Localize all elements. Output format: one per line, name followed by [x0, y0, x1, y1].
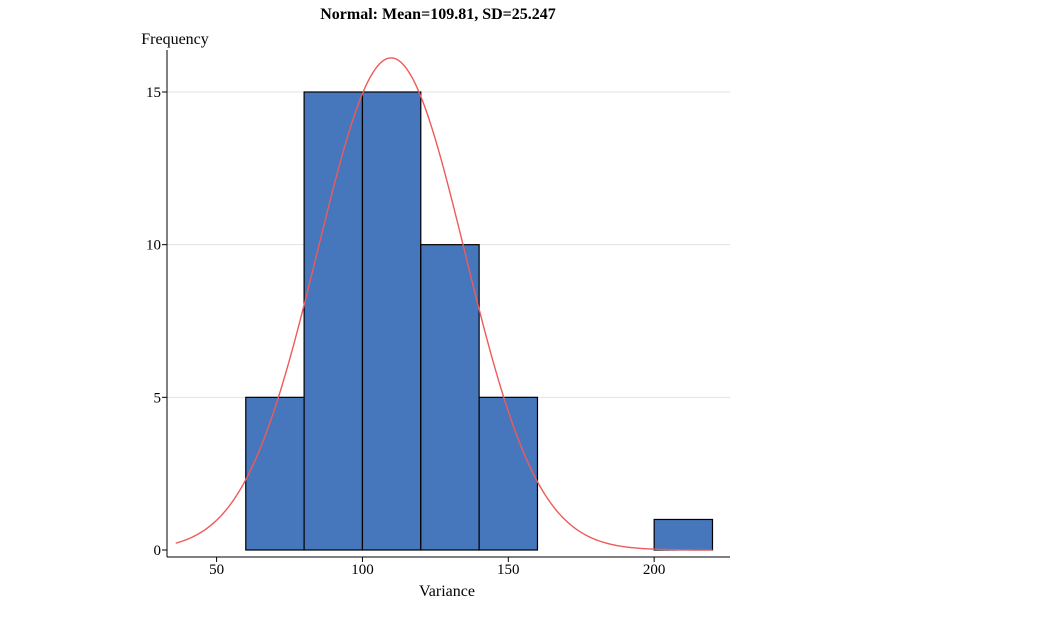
x-axis-label: Variance — [419, 583, 475, 600]
histogram-bar-1 — [245, 396, 305, 551]
histogram-bars — [245, 91, 714, 551]
axes — [166, 50, 730, 558]
x-tick-label-150: 150 — [497, 562, 520, 578]
y-tick-label-5: 5 — [154, 390, 162, 406]
histogram-bar-4 — [420, 244, 480, 551]
chart-title: Normal: Mean=109.81, SD=25.247 — [320, 6, 556, 23]
x-tick-label-100: 100 — [351, 562, 374, 578]
histogram-bar-3 — [361, 91, 422, 551]
y-axis-ticks: 0 5 10 15 — [146, 85, 167, 559]
x-tick-label-200: 200 — [643, 562, 666, 578]
x-axis-ticks: 50 100 150 200 — [209, 557, 665, 578]
histogram-bar-2 — [303, 91, 364, 551]
y-axis-label: Frequency — [141, 31, 209, 48]
y-tick-label-15: 15 — [146, 85, 161, 101]
y-tick-label-0: 0 — [154, 543, 162, 559]
histogram-bar-5 — [478, 396, 539, 551]
histogram-bar-6 — [653, 518, 714, 551]
normal-curve — [175, 57, 713, 551]
y-tick-label-10: 10 — [146, 238, 161, 254]
x-tick-label-50: 50 — [209, 562, 224, 578]
normal-curve-group — [175, 57, 713, 551]
